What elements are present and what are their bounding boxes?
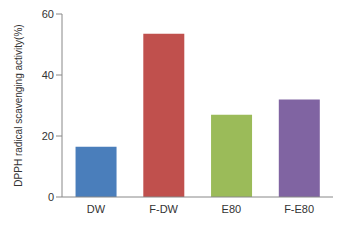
svg-text:E80: E80 bbox=[222, 203, 242, 215]
svg-text:F-DW: F-DW bbox=[149, 203, 178, 215]
svg-text:F-E80: F-E80 bbox=[284, 203, 314, 215]
svg-text:60: 60 bbox=[42, 8, 54, 20]
svg-text:0: 0 bbox=[48, 191, 54, 203]
svg-text:DW: DW bbox=[87, 203, 106, 215]
svg-text:20: 20 bbox=[42, 130, 54, 142]
svg-text:DPPH radical scavenging activi: DPPH radical scavenging activity(%) bbox=[13, 24, 24, 186]
svg-text:40: 40 bbox=[42, 69, 54, 81]
